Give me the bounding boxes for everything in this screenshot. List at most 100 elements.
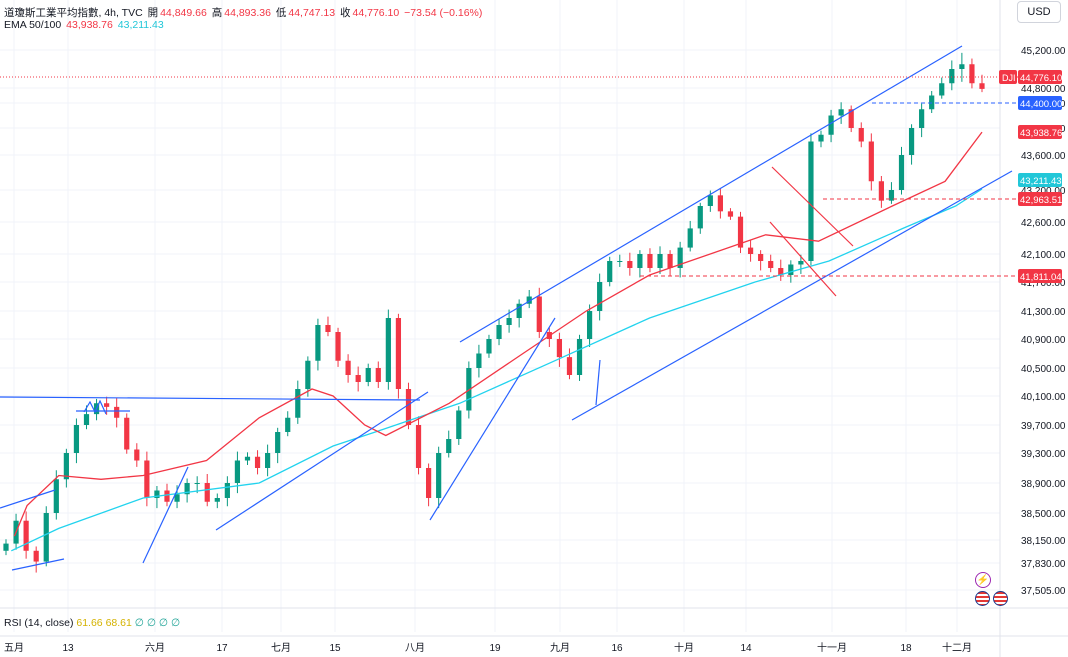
ema100-value: 43,211.43 xyxy=(117,19,164,31)
candle-body xyxy=(114,406,120,418)
candle-body xyxy=(33,550,39,562)
candle-body xyxy=(63,453,69,480)
x-tick-label: 五月 xyxy=(4,642,24,654)
candle-body xyxy=(254,456,261,468)
y-tick-label: 37,830.00 xyxy=(1021,559,1066,570)
candle-body xyxy=(184,483,190,495)
level-44400-label-bg xyxy=(1018,96,1062,110)
candle-body xyxy=(315,325,321,361)
candle-body xyxy=(536,296,542,332)
candle-body xyxy=(355,375,361,382)
candle-body xyxy=(848,109,854,128)
candle-body xyxy=(436,453,442,498)
y-tick-label: 40,100.00 xyxy=(1021,392,1066,403)
trendline xyxy=(571,170,1013,421)
current-price-label: 44,776.10 xyxy=(1020,73,1062,84)
y-tick-label: 40,500.00 xyxy=(1021,364,1066,375)
candle-body xyxy=(285,417,291,432)
x-tick-label: 十月 xyxy=(674,641,694,654)
candle-body xyxy=(717,195,723,212)
x-axis-ticks: 五月 13 六月 17 七月 15 八月 19 九月 16 十月 14 十一月 18 十二月 xyxy=(4,641,972,654)
candle-body xyxy=(908,128,915,155)
currency-button[interactable]: USD xyxy=(1017,1,1061,23)
candle-body xyxy=(597,282,603,311)
candle-body xyxy=(345,360,351,375)
x-tick-label: 18 xyxy=(900,643,912,654)
open-value: 44,849.66 xyxy=(160,7,207,19)
candle-body xyxy=(265,453,271,468)
bolt-icon[interactable]: ⚡ xyxy=(975,572,991,588)
rsi-title: RSI (14, close) xyxy=(4,617,74,629)
candle-body xyxy=(53,479,59,513)
low-value: 44,747.13 xyxy=(288,7,336,19)
drawings xyxy=(0,45,1013,571)
candle-body xyxy=(174,494,180,502)
candle-body xyxy=(395,318,402,389)
us-flag-icon[interactable] xyxy=(975,591,990,606)
level-41811-label-bg xyxy=(1018,269,1062,283)
candle-body xyxy=(164,490,170,502)
candle-body xyxy=(607,261,613,282)
x-tick-label: 17 xyxy=(216,643,228,654)
candle-body xyxy=(134,449,140,461)
candle-body xyxy=(506,318,512,325)
candle-body xyxy=(83,414,90,425)
us-flag-icon[interactable] xyxy=(993,591,1008,606)
candle-body xyxy=(778,268,784,275)
candle-body xyxy=(818,134,824,142)
candle-body xyxy=(617,261,623,262)
ema50-value: 43,938.76 xyxy=(66,19,113,31)
candle-body xyxy=(305,360,311,389)
candle-body xyxy=(335,332,341,361)
candle-body xyxy=(516,303,522,318)
candle-body xyxy=(104,403,110,407)
x-tick-label: 14 xyxy=(740,643,752,654)
candle-body xyxy=(868,141,874,182)
candle-body xyxy=(747,247,754,254)
candle-body xyxy=(234,460,241,483)
candle-body xyxy=(697,206,703,229)
trendline xyxy=(429,317,556,521)
candle-body xyxy=(566,357,573,375)
trendline xyxy=(0,396,421,401)
candle-body xyxy=(627,261,633,268)
high-label: 高 xyxy=(211,7,223,19)
candle-body xyxy=(888,190,895,201)
symbol-header: 道瓊斯工業平均指數, 4h, TVC 開 44,849.66 高 44,893.36… xyxy=(4,5,484,20)
candle-body xyxy=(727,211,734,217)
high-value: 44,893.36 xyxy=(224,7,271,19)
y-tick-label: 43,200.00 xyxy=(1021,186,1066,197)
ema100-label-bg xyxy=(1018,173,1062,187)
y-tick-label: 44,800.00 xyxy=(1021,84,1066,95)
candle-body xyxy=(415,425,422,468)
wedge-lower-line xyxy=(769,221,837,297)
level-41811-label: 41,811.04 xyxy=(1020,272,1062,283)
candle-body xyxy=(154,490,160,498)
candle-body xyxy=(838,109,844,116)
rsi-ma-value: 68.61 xyxy=(105,617,132,629)
close-value: 44,776.10 xyxy=(352,7,400,19)
candles xyxy=(3,52,985,573)
y-tick-label: 37,505.00 xyxy=(1021,586,1066,597)
low-label: 低 xyxy=(275,7,287,19)
candle-body xyxy=(496,325,502,339)
candle-body xyxy=(144,460,150,498)
ema-legend[interactable]: EMA 50/100 43,938.76 43,211.43 xyxy=(4,19,166,31)
trendline xyxy=(215,391,429,531)
candle-body xyxy=(124,417,130,450)
y-tick-label: 42,600.00 xyxy=(1021,218,1066,229)
candle-body xyxy=(425,468,432,498)
trendline xyxy=(142,466,189,564)
trendline xyxy=(459,45,963,343)
candle-body xyxy=(204,483,210,502)
candle-body xyxy=(979,83,985,89)
rsi-value: 61.66 xyxy=(76,617,103,629)
candle-body xyxy=(969,64,975,84)
rsi-legend[interactable]: RSI (14, close) 61.66 68.61 ∅ ∅ ∅ ∅ xyxy=(4,617,180,629)
trendline xyxy=(0,489,56,509)
level-42963-label: 42,963.51 xyxy=(1020,195,1062,206)
candle-body xyxy=(667,254,673,268)
candle-body xyxy=(798,261,804,265)
candle-body xyxy=(224,483,230,498)
